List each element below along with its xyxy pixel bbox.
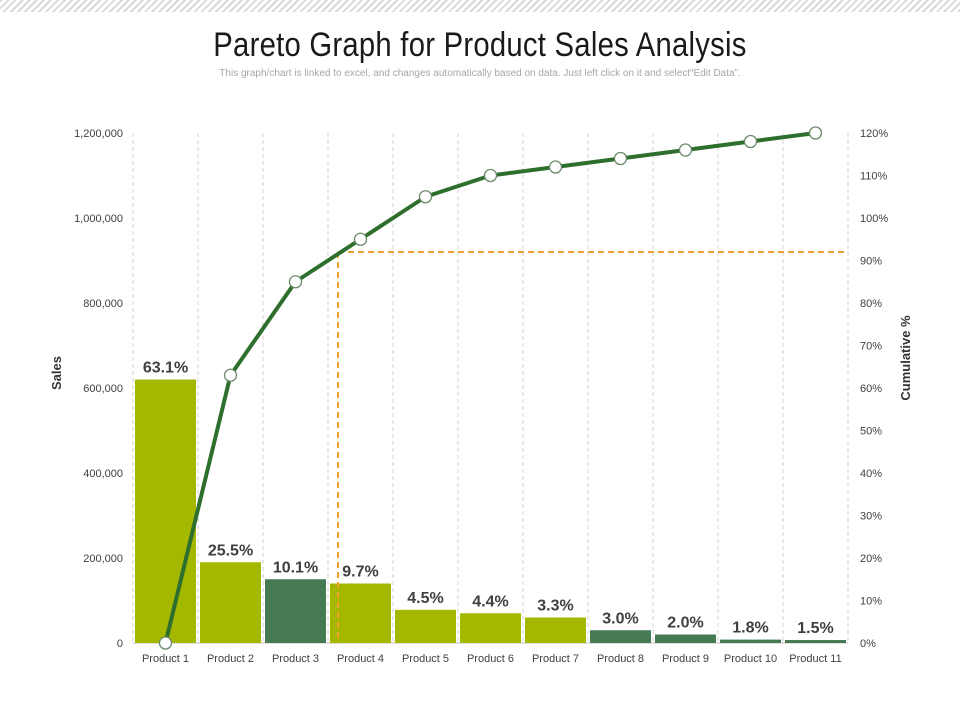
bar-data-label: 2.0% — [667, 615, 703, 632]
bar-data-label: 63.1% — [143, 360, 188, 377]
cumulative-point — [288, 275, 303, 289]
y2-axis-title: Cumulative % — [898, 315, 913, 401]
bar-data-label: 1.8% — [732, 620, 768, 637]
y-tick-label: 200,000 — [83, 553, 123, 565]
y2-tick-label: 90% — [860, 256, 882, 268]
cumulative-point — [158, 636, 173, 650]
bar-data-label: 4.4% — [472, 593, 508, 610]
cumulative-point — [353, 232, 368, 246]
x-category-label: Product 8 — [597, 653, 644, 665]
bar — [655, 634, 716, 643]
y-axis-title: Sales — [49, 356, 64, 390]
x-category-label: Product 3 — [272, 653, 319, 665]
bar — [200, 562, 261, 643]
y-tick-label: 0 — [117, 638, 123, 650]
bar — [460, 613, 521, 643]
x-category-label: Product 6 — [467, 653, 514, 665]
y2-tick-label: 110% — [860, 171, 888, 183]
bar — [720, 639, 781, 643]
y2-tick-label: 10% — [860, 596, 882, 608]
bar — [330, 583, 391, 643]
cumulative-point — [808, 126, 823, 140]
y2-tick-label: 120% — [860, 128, 888, 140]
y2-tick-label: 50% — [860, 426, 882, 438]
x-category-label: Product 7 — [532, 653, 579, 665]
x-category-label: Product 11 — [789, 653, 841, 665]
cumulative-point — [678, 143, 693, 157]
x-category-label: Product 9 — [662, 653, 709, 665]
bar-data-label: 1.5% — [797, 620, 833, 637]
y2-tick-label: 100% — [860, 213, 888, 225]
bar — [135, 379, 196, 643]
bar-data-label: 3.3% — [537, 598, 573, 615]
bar — [395, 609, 456, 643]
x-category-label: Product 1 — [142, 653, 189, 665]
x-category-label: Product 4 — [337, 653, 384, 665]
y2-tick-label: 80% — [860, 298, 882, 310]
cumulative-point — [418, 190, 433, 204]
bar — [785, 640, 846, 643]
cumulative-point — [613, 151, 628, 166]
bar-data-label: 4.5% — [407, 590, 443, 607]
y2-tick-label: 40% — [860, 468, 882, 480]
y-tick-label: 400,000 — [83, 468, 123, 480]
x-category-label: Product 2 — [207, 653, 254, 665]
cumulative-point — [483, 168, 498, 183]
y2-tick-label: 30% — [860, 511, 882, 523]
y-tick-label: 600,000 — [83, 383, 123, 395]
bar-data-label: 3.0% — [602, 610, 638, 627]
y-tick-label: 1,200,000 — [74, 128, 123, 140]
bar-data-label: 25.5% — [208, 542, 253, 559]
bar-data-label: 10.1% — [273, 559, 318, 576]
page-subtitle: This graph/chart is linked to excel, and… — [219, 68, 741, 79]
y2-tick-label: 70% — [860, 341, 882, 353]
bar — [525, 617, 586, 643]
cumulative-point — [548, 160, 563, 174]
y2-tick-label: 0% — [860, 638, 876, 650]
cumulative-point — [743, 134, 758, 149]
bar-data-label: 9.7% — [342, 564, 378, 581]
y-tick-label: 800,000 — [83, 298, 123, 310]
bar — [590, 630, 651, 643]
y2-tick-label: 20% — [860, 553, 882, 565]
y2-tick-label: 60% — [860, 383, 882, 395]
bar — [265, 579, 326, 643]
x-category-label: Product 10 — [724, 653, 777, 665]
top-stripe-decoration — [0, 0, 960, 12]
y-tick-label: 1,000,000 — [74, 213, 123, 225]
cumulative-point — [223, 368, 238, 382]
x-category-label: Product 5 — [402, 653, 449, 665]
page-title: Pareto Graph for Product Sales Analysis — [213, 26, 747, 64]
